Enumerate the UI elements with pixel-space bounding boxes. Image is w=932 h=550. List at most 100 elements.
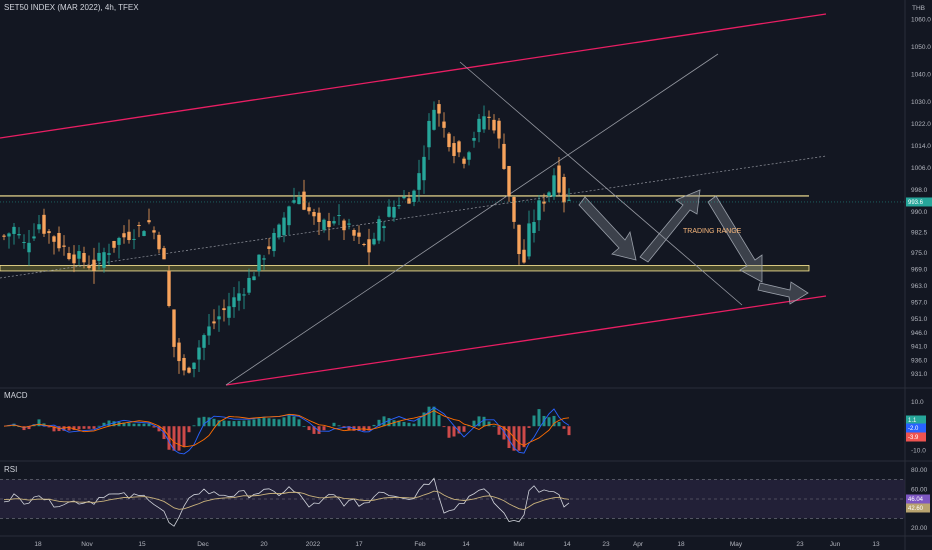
candle-body <box>382 226 386 229</box>
macd-bar <box>307 426 311 431</box>
macd-bar <box>317 426 321 434</box>
candle-body <box>122 233 126 238</box>
candle-body <box>72 254 76 264</box>
time-tick-label: May <box>730 541 743 548</box>
macd-bar <box>127 423 131 427</box>
candle-body <box>232 297 236 308</box>
rsi-ma-line <box>3 490 570 511</box>
rsi-tick-label: 20.00 <box>911 525 928 532</box>
candle-body <box>487 116 491 118</box>
macd-value-label: 1.1 <box>908 418 917 424</box>
macd-bar <box>257 418 261 427</box>
candle-body <box>57 233 61 249</box>
macd-bar <box>247 420 251 427</box>
macd-bar <box>567 426 571 436</box>
candle-body <box>172 309 176 347</box>
macd-bar <box>377 419 381 427</box>
candle-body <box>367 239 371 253</box>
macd-bar <box>107 420 111 427</box>
candle-body <box>372 238 376 245</box>
price-tick-label: 1040.0 <box>911 71 931 78</box>
macd-bar <box>187 426 191 433</box>
last-price-label: 993.6 <box>908 200 924 206</box>
candle-body <box>272 232 276 252</box>
macd-bar <box>202 416 206 427</box>
last-price-tag <box>906 197 932 207</box>
price-tick-label: 982.5 <box>911 229 928 236</box>
candle-body <box>217 316 221 320</box>
macd-bar <box>157 426 161 432</box>
macd-bar <box>462 426 466 432</box>
chart-title: SET50 INDEX (MAR 2022), 4h, TFEX <box>4 3 139 12</box>
candle-body <box>2 235 6 237</box>
macd-bar <box>302 426 306 428</box>
macd-tick-label: 10.0 <box>911 399 924 406</box>
macd-bar <box>357 426 361 432</box>
candle-body <box>22 242 26 244</box>
candle-body <box>297 196 301 205</box>
candle-body <box>202 335 206 348</box>
price-tick-label: 941.0 <box>911 344 928 351</box>
macd-bar <box>102 422 106 427</box>
macd-value-label: -2.0 <box>908 426 919 432</box>
macd-bar <box>217 420 221 427</box>
candle-body <box>47 231 51 234</box>
candle-body <box>462 158 466 164</box>
macd-line <box>3 406 570 455</box>
macd-bar <box>457 426 461 434</box>
candle-body <box>132 238 136 240</box>
candle-body <box>422 156 426 181</box>
macd-bar <box>332 422 336 427</box>
macd-bar <box>532 415 536 427</box>
time-tick-label: 15 <box>138 541 146 548</box>
price-tick-label: 936.0 <box>911 357 928 364</box>
macd-bar <box>222 420 226 427</box>
macd-bar <box>232 421 236 427</box>
candle-body <box>312 211 316 217</box>
candle-body <box>362 244 366 246</box>
macd-bar <box>477 416 481 427</box>
macd-label: MACD <box>4 391 28 400</box>
macd-bar <box>132 423 136 427</box>
price-tick-label: 1060.0 <box>911 16 931 23</box>
projection-arrow-down-1 <box>578 196 637 261</box>
macd-bar <box>207 417 211 427</box>
candle-body <box>177 342 181 362</box>
candle-body <box>552 175 556 197</box>
price-tick-label: 990.0 <box>911 209 928 216</box>
candle-body <box>352 229 356 236</box>
candle-body <box>547 192 551 196</box>
macd-bar <box>372 424 376 427</box>
signal-line <box>3 410 570 448</box>
macd-bar <box>142 423 146 427</box>
candle-body <box>137 225 141 227</box>
time-tick-label: Feb <box>414 541 426 548</box>
macd-value-tag <box>906 423 926 433</box>
macd-bar <box>427 406 431 427</box>
projection-arrow-down-2 <box>707 195 763 283</box>
candle-body <box>427 120 431 148</box>
candle-body <box>307 207 311 212</box>
macd-bar <box>562 426 566 429</box>
candle-body <box>282 217 286 236</box>
candle-body <box>92 259 96 271</box>
candle-body <box>327 220 331 228</box>
candle-body <box>182 357 186 371</box>
macd-bar <box>407 422 411 427</box>
time-tick-label: Apr <box>633 541 644 548</box>
candle-body <box>472 138 476 141</box>
candle-body <box>107 253 111 255</box>
macd-bar <box>62 426 66 431</box>
macd-bar <box>262 417 266 427</box>
candle-body <box>397 205 401 207</box>
candle-body <box>252 276 256 281</box>
macd-bar <box>197 417 201 427</box>
channel-upper-line <box>0 13 827 139</box>
macd-bar <box>497 426 501 435</box>
candle-body <box>532 222 536 233</box>
candle-body <box>17 234 21 236</box>
macd-bar <box>227 420 231 427</box>
candle-body <box>452 143 456 156</box>
macd-bar <box>492 425 496 427</box>
